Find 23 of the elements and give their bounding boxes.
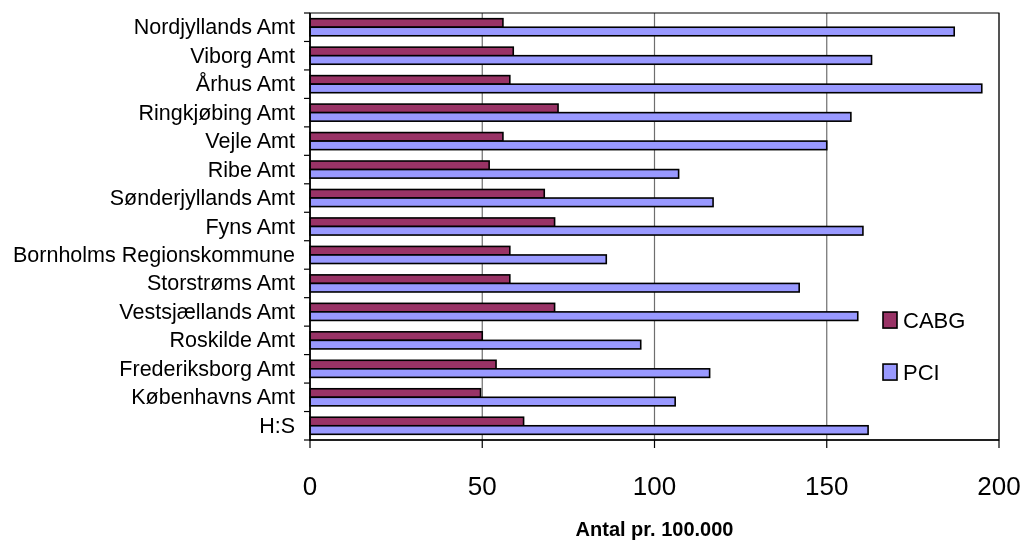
y-tick-label: Vestsjællands Amt bbox=[119, 299, 296, 324]
y-tick-label: Viborg Amt bbox=[190, 43, 296, 68]
x-tick-label: 200 bbox=[977, 471, 1021, 501]
y-tick-label: Århus Amt bbox=[195, 72, 296, 97]
y-tick-label: Roskilde Amt bbox=[169, 328, 296, 353]
y-tick-label: Vejle Amt bbox=[205, 129, 296, 154]
y-tick-label: Ringkjøbing Amt bbox=[138, 100, 296, 125]
x-tick-label: 150 bbox=[805, 471, 849, 501]
x-tick-label: 0 bbox=[302, 471, 318, 501]
y-tick-label: Ribe Amt bbox=[207, 157, 296, 182]
y-tick-label: Storstrøms Amt bbox=[146, 271, 296, 296]
legend-label: PCI bbox=[903, 359, 940, 385]
y-tick-label: Nordjyllands Amt bbox=[133, 15, 296, 40]
y-tick-label: Frederiksborg Amt bbox=[119, 356, 296, 381]
y-tick-label: Bornholms Regionskommune bbox=[12, 242, 295, 267]
x-tick-label: 100 bbox=[632, 471, 677, 501]
y-tick-label: H:S bbox=[259, 413, 295, 438]
y-tick-label: Fyns Amt bbox=[205, 214, 296, 239]
y-tick-label: Sønderjyllands Amt bbox=[109, 186, 296, 211]
legend-label: CABG bbox=[903, 307, 966, 333]
y-tick-label: Københavns Amt bbox=[131, 385, 296, 410]
x-tick-label: 50 bbox=[467, 471, 497, 501]
x-axis-title: Antal pr. 100.000 bbox=[575, 518, 734, 540]
